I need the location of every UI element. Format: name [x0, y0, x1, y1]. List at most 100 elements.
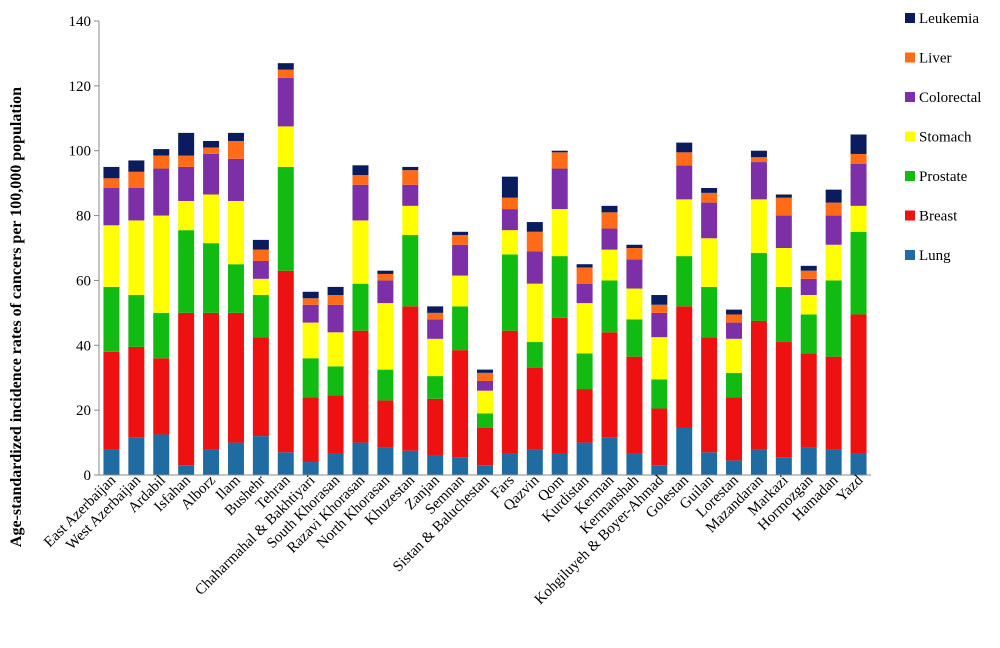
- bar-segment-stomach-4: [203, 194, 220, 244]
- bar-segment-leukemia-27: [775, 194, 792, 198]
- x-tick-label: Yazd: [834, 472, 867, 505]
- bar-segment-lung-15: [477, 465, 493, 475]
- bar-segment-lung-10: [352, 442, 369, 475]
- legend-label-stomach: Stomach: [919, 130, 972, 146]
- bar-segment-liver-17: [526, 231, 543, 252]
- bar-segment-prostate-23: [676, 256, 693, 307]
- bar-segment-leukemia-2: [153, 149, 170, 156]
- legend-label-liver: Liver: [919, 51, 951, 67]
- bar-segment-breast-27: [775, 342, 792, 458]
- bar-segment-liver-15: [477, 372, 493, 381]
- bar-segment-lung-14: [452, 457, 469, 475]
- bar-segment-liver-6: [252, 249, 269, 261]
- bar-segment-liver-22: [651, 304, 668, 313]
- bar-segment-prostate-30: [850, 231, 867, 315]
- bar-segment-liver-16: [501, 197, 518, 210]
- bar-segment-prostate-22: [651, 379, 668, 409]
- legend-label-leukemia: Leukemia: [919, 11, 979, 27]
- bar-segment-prostate-28: [800, 314, 817, 354]
- bar-segment-colorectal-4: [203, 153, 220, 195]
- bar-segment-colorectal-20: [601, 228, 618, 250]
- bar-segment-prostate-4: [203, 243, 220, 313]
- legend-label-prostate: Prostate: [919, 169, 968, 185]
- bar-segment-stomach-22: [651, 337, 668, 380]
- bar-segment-lung-17: [526, 449, 543, 475]
- bar-segment-stomach-13: [427, 338, 444, 377]
- bars-layer: [103, 63, 867, 475]
- bar-segment-lung-3: [178, 465, 195, 475]
- bar-segment-stomach-16: [501, 230, 518, 255]
- y-tick-label: 60: [76, 273, 91, 289]
- bar-segment-lung-0: [103, 449, 120, 475]
- bar-segment-stomach-7: [277, 126, 294, 167]
- bar-segment-colorectal-27: [775, 215, 792, 248]
- bar-segment-lung-25: [726, 460, 743, 475]
- bar-segment-leukemia-20: [601, 205, 618, 213]
- legend-label-lung: Lung: [919, 248, 951, 264]
- bar-segment-liver-21: [626, 248, 643, 260]
- bar-segment-breast-25: [726, 397, 743, 461]
- y-axis-title: Age-standardized incidence rates of canc…: [8, 87, 25, 547]
- bar-segment-stomach-24: [701, 238, 718, 287]
- bar-segment-leukemia-8: [302, 291, 319, 299]
- bar-segment-colorectal-3: [178, 166, 195, 201]
- bar-segment-liver-23: [676, 152, 693, 166]
- bar-segment-liver-10: [352, 175, 369, 185]
- bar-segment-lung-30: [850, 453, 867, 475]
- bar-segment-lung-4: [203, 449, 220, 475]
- bar-segment-stomach-6: [252, 278, 269, 296]
- bar-segment-colorectal-30: [850, 163, 867, 206]
- bar-segment-lung-1: [128, 437, 145, 475]
- bar-segment-liver-1: [128, 171, 145, 188]
- bar-segment-lung-13: [427, 455, 444, 475]
- bar-segment-stomach-9: [327, 332, 344, 367]
- bar-segment-lung-24: [701, 452, 718, 475]
- y-tick-label: 80: [76, 209, 91, 225]
- bar-segment-colorectal-11: [377, 280, 394, 304]
- bar-segment-leukemia-25: [726, 309, 743, 315]
- bar-segment-prostate-16: [501, 254, 518, 331]
- legend-swatch-leukemia: [905, 13, 915, 23]
- bar-segment-leukemia-1: [128, 160, 145, 172]
- bar-segment-breast-4: [203, 312, 220, 450]
- legend-swatch-breast: [905, 210, 915, 221]
- bar-segment-colorectal-6: [252, 260, 269, 279]
- bar-segment-leukemia-6: [252, 239, 269, 250]
- bar-segment-leukemia-7: [277, 63, 294, 70]
- bar-segment-breast-29: [825, 356, 842, 450]
- bar-segment-breast-30: [850, 314, 867, 454]
- bar-segment-stomach-1: [128, 220, 145, 296]
- bar-segment-breast-1: [128, 346, 145, 438]
- bar-segment-stomach-18: [551, 209, 568, 257]
- bar-segment-prostate-1: [128, 295, 145, 347]
- bar-segment-leukemia-28: [800, 265, 817, 271]
- y-tick-label: 20: [76, 403, 91, 419]
- bar-segment-lung-5: [227, 442, 244, 475]
- bar-segment-stomach-17: [526, 283, 543, 343]
- bar-segment-lung-7: [277, 452, 294, 475]
- bar-segment-prostate-11: [377, 369, 394, 401]
- bar-segment-breast-7: [277, 270, 294, 453]
- bar-segment-leukemia-17: [526, 222, 543, 232]
- y-tick-label: 140: [69, 14, 92, 30]
- bar-segment-breast-23: [676, 306, 693, 428]
- y-tick-label: 100: [69, 144, 92, 160]
- bar-segment-leukemia-18: [551, 150, 568, 153]
- bar-segment-stomach-12: [402, 205, 419, 236]
- bar-segment-liver-20: [601, 212, 618, 229]
- bar-segment-prostate-7: [277, 166, 294, 271]
- bar-segment-colorectal-18: [551, 168, 568, 210]
- y-tick-label: 40: [76, 338, 91, 354]
- bar-segment-prostate-6: [252, 295, 269, 338]
- bar-segment-lung-27: [775, 457, 792, 475]
- bar-segment-prostate-24: [701, 286, 718, 338]
- bar-segment-stomach-20: [601, 249, 618, 281]
- bar-segment-liver-13: [427, 312, 444, 320]
- bar-segment-prostate-20: [601, 280, 618, 333]
- bar-segment-leukemia-10: [352, 165, 369, 176]
- bar-segment-stomach-26: [750, 199, 767, 253]
- bar-segment-breast-19: [576, 389, 593, 443]
- bar-segment-leukemia-21: [626, 244, 643, 248]
- bar-segment-prostate-13: [427, 376, 444, 399]
